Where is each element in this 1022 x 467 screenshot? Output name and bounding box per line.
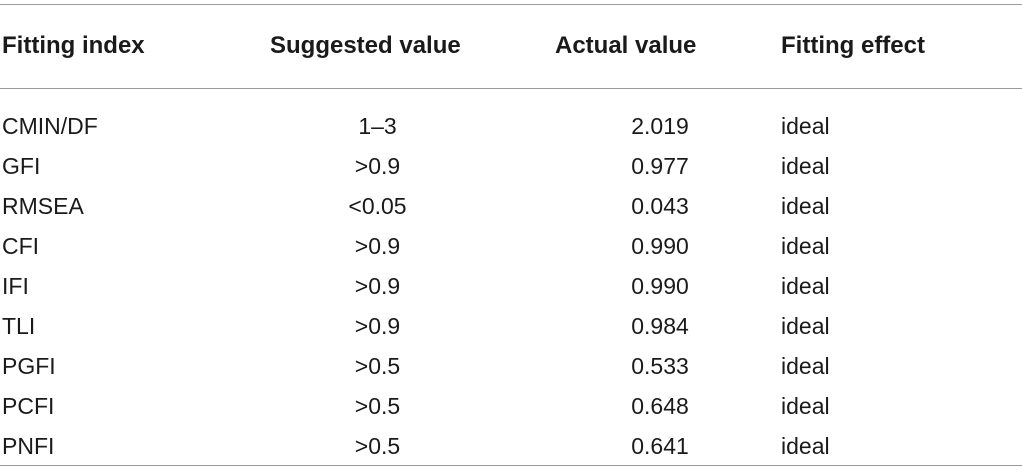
cell-suggested-value: <0.05 <box>348 192 407 219</box>
cell-fitting-index: PCFI <box>2 392 55 419</box>
cell-fitting-index: CMIN/DF <box>2 112 98 139</box>
cell-fitting-effect: ideal <box>781 152 830 179</box>
cell-fitting-effect: ideal <box>781 192 830 219</box>
cell-fitting-effect: ideal <box>781 312 830 339</box>
spacer-cell <box>0 88 1022 106</box>
table-top-rule <box>0 4 1022 5</box>
cell-actual-value: 0.648 <box>631 392 689 419</box>
table-bottom-rule <box>0 465 1022 466</box>
cell-fitting-effect: ideal <box>781 432 830 459</box>
cell-fitting-effect: ideal <box>781 392 830 419</box>
cell-actual-value: 2.019 <box>631 112 689 139</box>
cell-suggested-value: >0.5 <box>354 352 401 379</box>
cell-suggested-value: >0.9 <box>354 232 401 259</box>
cell-suggested-value: >0.5 <box>354 432 401 459</box>
cell-fitting-effect: ideal <box>781 352 830 379</box>
header-fitting-index: Fitting index <box>2 32 145 59</box>
table-body: CMIN/DF 1–3 2.019 ideal GFI >0.9 0.977 ideal RMS… <box>0 88 1022 466</box>
header-fitting-effect: Fitting effect <box>781 32 925 59</box>
table-row: CMIN/DF 1–3 2.019 ideal <box>0 106 1022 146</box>
cell-suggested-value: 1–3 <box>358 112 397 139</box>
cell-actual-value: 0.990 <box>631 272 689 299</box>
cell-suggested-value: >0.9 <box>354 152 401 179</box>
cell-fitting-effect: ideal <box>781 232 830 259</box>
header-suggested-value: Suggested value <box>270 32 461 59</box>
cell-suggested-value: >0.9 <box>354 312 401 339</box>
table-row: PGFI >0.5 0.533 ideal <box>0 346 1022 386</box>
cell-actual-value: 0.984 <box>631 312 689 339</box>
table-header: Fitting index Suggested value Actual val… <box>0 0 1022 88</box>
table-row: PNFI >0.5 0.641 ideal <box>0 426 1022 466</box>
cell-fitting-index: GFI <box>2 152 41 179</box>
table-row: PCFI >0.5 0.648 ideal <box>0 386 1022 426</box>
table-row: RMSEA <0.05 0.043 ideal <box>0 186 1022 226</box>
table-row: IFI >0.9 0.990 ideal <box>0 266 1022 306</box>
header-row: Fitting index Suggested value Actual val… <box>0 0 1022 88</box>
cell-fitting-index: RMSEA <box>2 192 84 219</box>
cell-actual-value: 0.533 <box>631 352 689 379</box>
cell-fitting-index: CFI <box>2 232 40 259</box>
cell-fitting-index: TLI <box>2 312 36 339</box>
cell-fitting-effect: ideal <box>781 112 830 139</box>
table-row: TLI >0.9 0.984 ideal <box>0 306 1022 346</box>
cell-fitting-effect: ideal <box>781 272 830 299</box>
cell-actual-value: 0.641 <box>631 432 689 459</box>
cell-actual-value: 0.043 <box>631 192 689 219</box>
body-spacer <box>0 88 1022 106</box>
header-actual-value: Actual value <box>555 32 697 59</box>
cell-suggested-value: >0.5 <box>354 392 401 419</box>
cell-actual-value: 0.977 <box>631 152 689 179</box>
cell-actual-value: 0.990 <box>631 232 689 259</box>
cell-suggested-value: >0.9 <box>354 272 401 299</box>
table-row: CFI >0.9 0.990 ideal <box>0 226 1022 266</box>
cell-fitting-index: PGFI <box>2 352 56 379</box>
cell-fitting-index: IFI <box>2 272 29 299</box>
table-header-rule <box>0 88 1022 89</box>
table-row: GFI >0.9 0.977 ideal <box>0 146 1022 186</box>
cell-fitting-index: PNFI <box>2 432 55 459</box>
